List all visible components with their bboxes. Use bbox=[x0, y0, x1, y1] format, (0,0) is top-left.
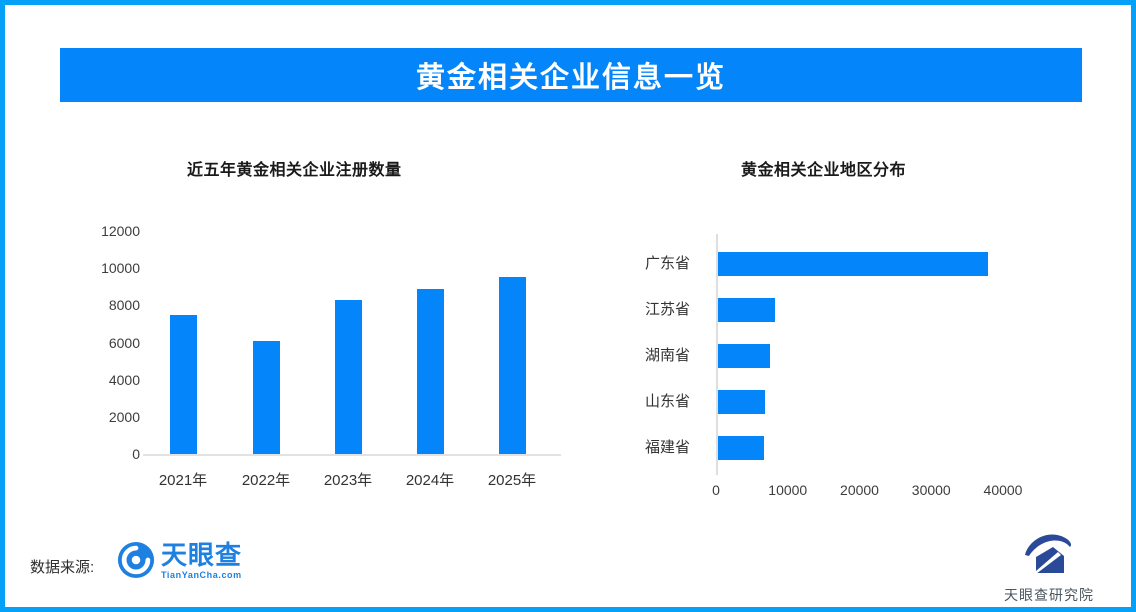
bar-2023年 bbox=[334, 299, 362, 454]
tianyancha-domain: TianYanCha.com bbox=[161, 570, 242, 580]
x-tick-label: 10000 bbox=[768, 482, 808, 498]
category-label-山东省: 山东省 bbox=[645, 393, 691, 410]
y-tick-label: 4000 bbox=[108, 371, 140, 388]
y-tick-label: 6000 bbox=[108, 334, 140, 351]
bar-2022年 bbox=[252, 340, 280, 454]
registration-chart-title: 近五年黄金相关企业注册数量 bbox=[187, 162, 402, 179]
page-title-banner: 黄金相关企业信息一览 bbox=[60, 48, 1082, 102]
x-tick-label: 30000 bbox=[911, 482, 951, 498]
x-tick-label: 20000 bbox=[840, 482, 879, 498]
x-tick-label: 40000 bbox=[983, 482, 1023, 498]
x-tick-label: 2021年 bbox=[158, 472, 208, 489]
bar-2024年 bbox=[416, 288, 444, 454]
x-tick-label: 2022年 bbox=[241, 472, 291, 489]
x-axis-line bbox=[143, 454, 561, 456]
bar-2021年 bbox=[169, 314, 197, 454]
region-chart-title: 黄金相关企业地区分布 bbox=[741, 162, 907, 179]
category-label-广东省: 广东省 bbox=[645, 255, 691, 272]
bar-湖南省 bbox=[718, 344, 771, 368]
y-tick-label: 8000 bbox=[108, 297, 140, 314]
bar-2025年 bbox=[498, 276, 526, 454]
y-tick-label: 0 bbox=[132, 446, 140, 462]
registration-bar-chart-plot bbox=[143, 231, 561, 456]
category-label-福建省: 福建省 bbox=[645, 439, 691, 456]
x-tick-label: 2024年 bbox=[405, 472, 455, 489]
x-tick-label: 2025年 bbox=[487, 472, 537, 489]
y-axis-line bbox=[716, 234, 718, 475]
bar-福建省 bbox=[718, 436, 764, 460]
data-source-label: 数据来源: bbox=[30, 559, 95, 576]
bar-广东省 bbox=[718, 252, 989, 276]
bar-江苏省 bbox=[718, 298, 776, 322]
research-institute-wordmark: 天眼查研究院 bbox=[1004, 587, 1094, 603]
x-tick-label: 2023年 bbox=[323, 472, 373, 489]
y-tick-label: 10000 bbox=[101, 260, 140, 277]
category-label-湖南省: 湖南省 bbox=[645, 347, 691, 364]
tianyancha-wordmark: 天眼查 bbox=[161, 540, 243, 570]
y-tick-label: 2000 bbox=[108, 408, 140, 425]
bar-山东省 bbox=[718, 390, 766, 414]
page-title: 黄金相关企业信息一览 bbox=[415, 62, 726, 94]
tianyancha-eye-icon bbox=[117, 541, 155, 579]
category-label-江苏省: 江苏省 bbox=[645, 301, 691, 318]
research-institute-icon bbox=[1022, 531, 1076, 582]
x-tick-label: 0 bbox=[712, 482, 720, 498]
tianyancha-research-logo: 天眼查研究院 bbox=[1003, 531, 1095, 605]
tianyancha-logo: 天眼查 TianYanCha.com bbox=[117, 541, 242, 580]
y-tick-label: 12000 bbox=[101, 223, 140, 239]
